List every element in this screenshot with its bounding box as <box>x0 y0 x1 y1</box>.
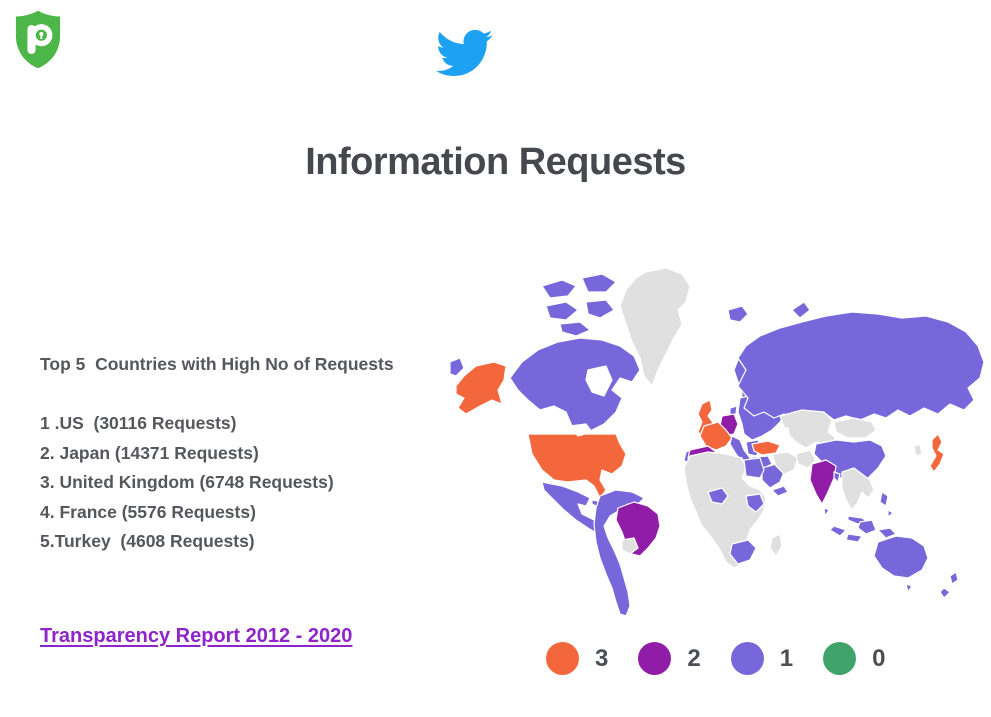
map-country-russia <box>737 311 985 421</box>
map-country-new-zealand <box>949 571 959 585</box>
map-country-sri-lanka <box>823 507 830 517</box>
map-country-madagascar <box>769 533 783 557</box>
map-country-egypt <box>743 457 765 479</box>
legend-dot-1 <box>730 642 764 675</box>
top5-list: 1 .US (30116 Requests) 2. Japan (14371 R… <box>40 409 460 557</box>
map-country-greenland <box>619 267 691 387</box>
map-country-new-zealand <box>939 587 951 599</box>
legend-item-1: 1 <box>730 642 794 675</box>
page-title: Information Requests <box>305 141 686 183</box>
list-item-japan: 2. Japan (14371 Requests) <box>40 442 259 463</box>
map-country-bolivia <box>621 537 639 555</box>
map-country-france <box>699 421 733 451</box>
map-country-nigeria <box>707 487 729 505</box>
map-country-tasmania <box>905 583 913 593</box>
map-country-iceland <box>727 305 749 323</box>
twitter-bird-icon <box>435 29 493 77</box>
map-country-philippines <box>879 491 889 507</box>
great-lakes-water <box>569 423 593 437</box>
list-item-uk: 3. United Kingdom (6748 Requests) <box>40 472 334 492</box>
map-country-novaya-zemlya <box>791 301 811 319</box>
legend-dot-0 <box>823 642 857 675</box>
map-country-yemen-oman <box>771 485 789 497</box>
legend-label-2: 2 <box>687 644 701 672</box>
map-country-se-asia <box>841 467 875 511</box>
map-country-alaska <box>455 361 507 415</box>
map-country-canada-islands <box>559 321 591 337</box>
caspian-sea-water <box>781 427 791 443</box>
purevpn-shield-logo <box>15 10 61 69</box>
legend-item-2: 2 <box>638 642 701 675</box>
map-country-canada <box>509 337 641 433</box>
map-country-denmark <box>729 405 738 416</box>
legend-item-3: 3 <box>546 642 608 675</box>
map-country-canada-islands <box>541 279 577 299</box>
map-country-korea <box>913 443 923 457</box>
keyhole-slot <box>40 34 43 40</box>
legend-item-0: 0 <box>823 642 885 675</box>
map-country-indonesia <box>845 533 863 543</box>
map-country-mongolia <box>833 417 877 439</box>
map-country-philippines <box>887 509 894 518</box>
legend-label-3: 3 <box>595 644 609 672</box>
map-country-japan <box>929 433 945 473</box>
map-legend: 3 2 1 0 <box>546 642 885 675</box>
map-country-bangladesh <box>833 471 841 483</box>
transparency-report-link[interactable]: Transparency Report 2012 - 2020 <box>40 625 353 647</box>
legend-label-0: 0 <box>872 644 886 672</box>
list-item-turkey: 5.Turkey (4608 Requests) <box>40 531 255 551</box>
map-country-iran <box>771 451 799 475</box>
map-country-ethiopia-kenya <box>745 493 765 513</box>
legend-label-1: 1 <box>779 644 794 672</box>
map-country-canada-islands <box>581 273 617 293</box>
list-item-us: 1 .US (30116 Requests) <box>40 413 237 433</box>
world-choropleth-map <box>450 267 985 617</box>
map-country-borneo <box>857 519 877 535</box>
map-country-canada-islands <box>585 299 615 319</box>
legend-dot-2 <box>638 642 672 675</box>
hudson-bay-water <box>585 365 613 397</box>
map-country-south-africa <box>729 539 757 565</box>
map-country-chukotka-wrap <box>450 357 465 377</box>
map-country-usa <box>527 433 627 499</box>
twitter-bird-path <box>435 29 493 77</box>
map-country-australia <box>873 535 929 579</box>
top5-heading: Top 5 Countries with High No of Requests <box>40 354 394 374</box>
map-country-india <box>809 459 837 505</box>
legend-dot-3 <box>546 642 579 675</box>
map-country-indonesia <box>829 525 847 537</box>
map-country-indonesia <box>877 527 897 539</box>
list-item-france: 4. France (5576 Requests) <box>40 501 256 522</box>
map-country-canada-islands <box>545 301 579 321</box>
